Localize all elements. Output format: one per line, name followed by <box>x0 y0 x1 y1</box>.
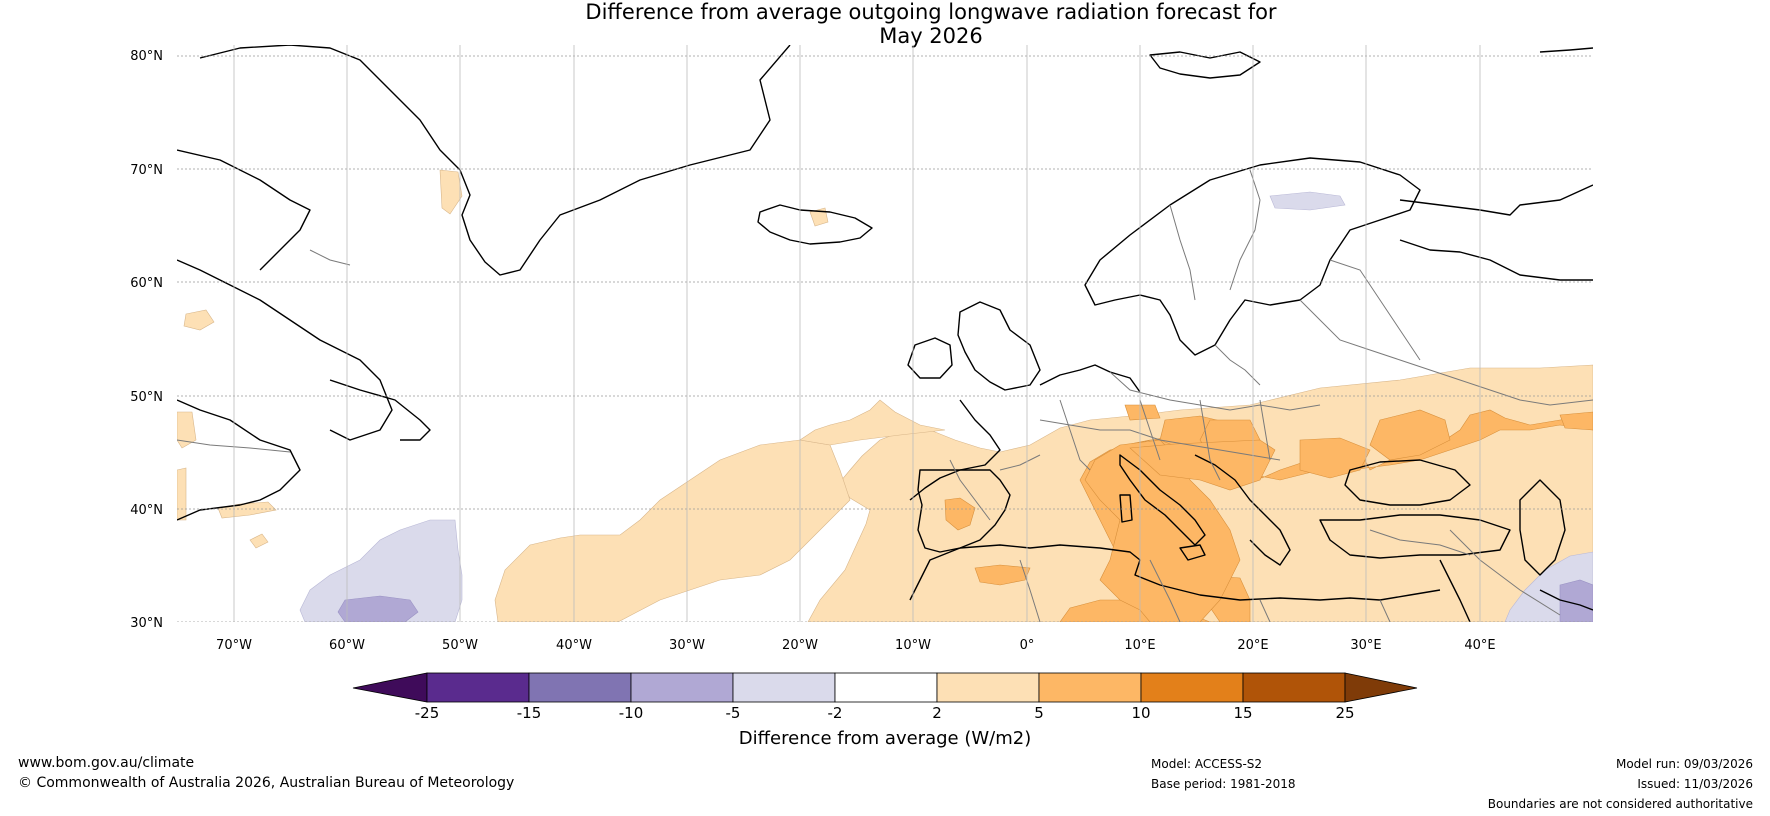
cb-tick-10: 10 <box>1131 704 1150 722</box>
cb-tick-15: 15 <box>1233 704 1252 722</box>
lon-label-20e: 20°E <box>1237 638 1268 653</box>
footer-model-run: Model run: 09/03/2026 <box>1615 757 1753 771</box>
colorbar <box>352 672 1418 703</box>
lat-label-40n: 40°N <box>130 503 163 518</box>
colorbar-ticks: -25 -15 -10 -5 -2 2 5 10 15 25 <box>415 704 1355 722</box>
footer-website: www.bom.gov.au/climate <box>18 755 195 771</box>
cb-tick-25: 25 <box>1335 704 1354 722</box>
colorbar-extend-high <box>1344 672 1418 703</box>
colorbar-segment-8 <box>1140 672 1244 703</box>
colorbar-segment-1 <box>426 672 530 703</box>
footer-model: Model: ACCESS-S2 <box>1151 757 1263 771</box>
cb-tick-5: 5 <box>1034 704 1044 722</box>
lon-label-40w: 40°W <box>556 638 592 653</box>
colorbar-segment-7 <box>1038 672 1142 703</box>
colorbar-segment-5 <box>834 672 938 703</box>
lat-label-60n: 60°N <box>130 276 163 291</box>
gridlines <box>177 45 1593 622</box>
coastlines <box>177 45 1593 622</box>
positive-anomaly-medium <box>944 404 1593 622</box>
cb-tick--15: -15 <box>517 704 542 722</box>
lon-label-20w: 20°W <box>782 638 818 653</box>
colorbar-segment-9 <box>1242 672 1346 703</box>
lon-label-30e: 30°E <box>1350 638 1381 653</box>
country-borders <box>177 169 1593 622</box>
lon-label-10w: 10°W <box>895 638 931 653</box>
title-line-2: May 2026 <box>879 24 983 48</box>
lon-label-70w: 70°W <box>216 638 252 653</box>
lat-label-30n: 30°N <box>130 616 163 631</box>
lat-label-50n: 50°N <box>130 390 163 405</box>
map-title: Difference from average outgoing longwav… <box>0 0 1770 48</box>
footer-issued: Issued: 11/03/2026 <box>1637 777 1753 791</box>
lat-label-70n: 70°N <box>130 163 163 178</box>
colorbar-segment-4 <box>732 672 836 703</box>
lon-label-40e: 40°E <box>1464 638 1495 653</box>
lon-label-30w: 30°W <box>669 638 705 653</box>
map-plot-area <box>177 45 1593 622</box>
negative-anomaly-medium <box>337 579 1593 622</box>
colorbar-segment-3 <box>630 672 734 703</box>
colorbar-segment-2 <box>528 672 632 703</box>
footer-base-period: Base period: 1981-2018 <box>1151 777 1296 791</box>
lon-label-50w: 50°W <box>442 638 478 653</box>
lon-label-10e: 10°E <box>1124 638 1155 653</box>
lat-label-80n: 80°N <box>130 49 163 64</box>
colorbar-extend-low <box>352 672 428 703</box>
lon-label-60w: 60°W <box>329 638 365 653</box>
footer-copyright: © Commonwealth of Australia 2026, Austra… <box>18 775 515 791</box>
footer-disclaimer: Boundaries are not considered authoritat… <box>1487 797 1753 811</box>
cb-tick--25: -25 <box>415 704 440 722</box>
cb-tick-2: 2 <box>932 704 942 722</box>
colorbar-segment-6 <box>936 672 1040 703</box>
longitude-labels: 70°W 60°W 50°W 40°W 30°W 20°W 10°W 0° 10… <box>216 638 1496 653</box>
title-line-1: Difference from average outgoing longwav… <box>585 0 1277 24</box>
lon-label-0: 0° <box>1020 638 1035 653</box>
latitude-labels: 80°N 70°N 60°N 50°N 40°N 30°N <box>130 49 163 631</box>
cb-tick--5: -5 <box>726 704 741 722</box>
cb-tick--10: -10 <box>619 704 644 722</box>
cb-tick--2: -2 <box>828 704 843 722</box>
colorbar-title: Difference from average (W/m2) <box>738 728 1032 749</box>
